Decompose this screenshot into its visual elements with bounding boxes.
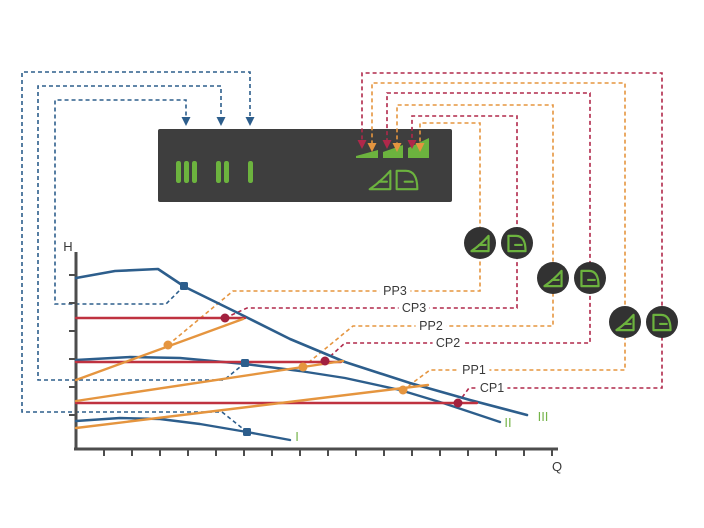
curve-label-iii: III <box>538 409 549 424</box>
duty-point-speed-iii <box>180 282 188 290</box>
speed-setting-II-bar <box>216 161 221 183</box>
setpoint-dot-cp1 <box>453 398 463 408</box>
route-cp1 <box>361 72 663 404</box>
route-pp3-arrow <box>415 143 425 152</box>
pump-curve-i <box>74 416 292 442</box>
mode-circle-cp3 <box>501 227 533 259</box>
setpoint-dot-cp2 <box>320 356 330 366</box>
duty-point-speed-ii <box>241 359 249 367</box>
pump-curve-iii <box>74 267 529 417</box>
mode-circle-cp2-glyph <box>580 269 600 288</box>
speed-setting-III-bar <box>192 161 197 183</box>
curve-label-i: I <box>295 429 299 444</box>
label-pp2-bg <box>415 319 447 333</box>
label-pp2: PP2 <box>419 319 443 333</box>
mode-circle-pp1-glyph <box>615 313 635 332</box>
mode-circle-cp2 <box>574 262 606 294</box>
x-axis-label: Q <box>552 459 562 474</box>
proportional-pressure-icon <box>368 169 392 191</box>
label-pp1-bg <box>458 363 490 377</box>
route-pp1-arrow <box>367 143 377 152</box>
route-speed-i-arrow <box>245 117 255 126</box>
label-cp3: CP3 <box>402 301 426 315</box>
route-speed-iii-arrow <box>181 117 191 126</box>
pump-curve-ii <box>74 355 502 424</box>
route-pp2-arrow <box>392 143 402 152</box>
label-cp1-bg <box>476 381 508 395</box>
pp3-proportional-pressure-line <box>74 317 245 382</box>
speed-setting-III-bar <box>176 161 181 183</box>
speed-setting-I-bar <box>248 161 253 183</box>
setpoint-wedge-1 <box>356 150 378 158</box>
mode-circle-cp1-glyph <box>652 313 672 332</box>
route-speed-ii-arrow <box>216 117 226 126</box>
label-cp1: CP1 <box>480 381 504 395</box>
control-panel <box>158 129 452 202</box>
route-cp3 <box>224 115 518 319</box>
route-speed-iii <box>54 99 187 305</box>
speed-setting-III-bar <box>184 161 189 183</box>
setpoint-dot-pp3 <box>163 340 173 350</box>
setpoint-dot-pp2 <box>298 362 308 372</box>
mode-circle-pp2-glyph <box>543 269 563 288</box>
route-cp2 <box>324 92 591 362</box>
route-cp2-arrow <box>382 140 392 149</box>
label-pp3: PP3 <box>383 284 407 298</box>
mode-circle-cp1 <box>646 306 678 338</box>
duty-point-speed-i <box>243 428 251 436</box>
route-speed-i <box>21 71 251 433</box>
route-cp3-arrow <box>407 140 417 149</box>
speed-setting-II-bar <box>224 161 229 183</box>
route-pp1 <box>371 82 626 391</box>
constant-pressure-icon <box>395 169 419 191</box>
mode-circle-cp3-glyph <box>507 234 527 253</box>
mode-circle-pp3-glyph <box>470 234 490 253</box>
label-cp2-bg <box>432 336 464 350</box>
label-pp3-bg <box>379 284 411 298</box>
pp2-proportional-pressure-line <box>74 359 345 403</box>
route-cp1-arrow <box>357 140 367 149</box>
curve-label-ii: II <box>504 415 511 430</box>
label-cp3-bg <box>398 301 430 315</box>
y-axis-label: H <box>63 239 72 254</box>
label-pp1: PP1 <box>462 363 486 377</box>
route-pp3 <box>167 122 481 346</box>
setpoint-dot-cp3 <box>220 313 230 323</box>
setpoint-dot-pp1 <box>398 385 408 395</box>
label-cp2: CP2 <box>436 336 460 350</box>
pp1-proportional-pressure-line <box>74 383 430 430</box>
